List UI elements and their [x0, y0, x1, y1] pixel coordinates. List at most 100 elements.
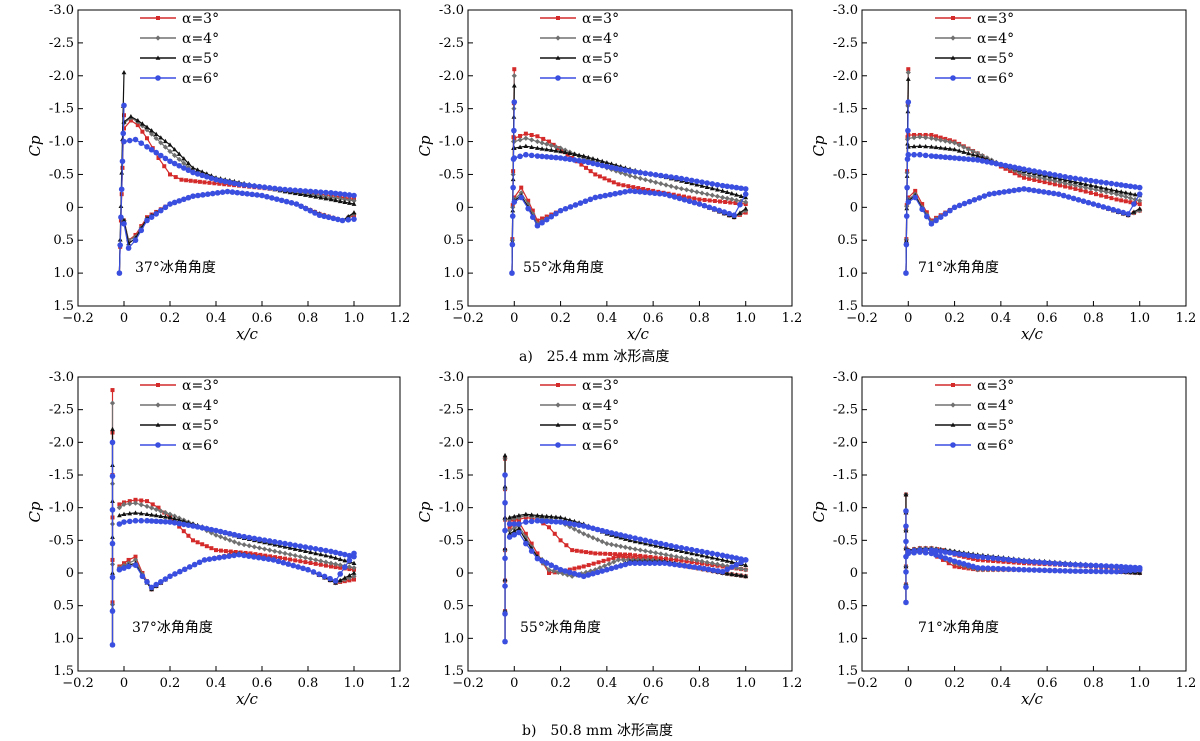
data-point	[671, 561, 678, 568]
data-point	[528, 518, 535, 525]
data-point	[557, 145, 564, 151]
data-point	[271, 185, 278, 192]
data-point	[641, 187, 646, 192]
data-point	[1016, 186, 1022, 193]
y-tick-label: -0.5	[833, 533, 858, 548]
data-point	[951, 204, 958, 211]
data-point	[951, 550, 958, 557]
data-point	[604, 566, 610, 573]
data-point	[1098, 179, 1104, 185]
data-point	[1093, 187, 1099, 193]
data-point	[1093, 562, 1099, 569]
legend-marker	[556, 383, 560, 387]
data-point	[246, 534, 253, 541]
data-point	[737, 201, 743, 208]
data-point	[1105, 205, 1112, 212]
data-point	[246, 543, 252, 549]
data-point	[1005, 566, 1012, 572]
data-point	[162, 518, 169, 525]
x-tick-label: 1.0	[344, 311, 365, 326]
data-point	[138, 502, 144, 508]
data-point	[689, 550, 695, 556]
data-point	[132, 237, 139, 244]
data-point	[928, 220, 935, 227]
ice-angle-annotation: 71°冰角角度	[918, 620, 999, 636]
data-point	[903, 213, 910, 219]
data-point	[173, 175, 178, 180]
data-point	[502, 638, 508, 645]
data-point	[984, 159, 990, 165]
data-point	[1057, 567, 1063, 574]
data-point	[523, 135, 529, 141]
data-point	[332, 190, 339, 197]
data-point	[181, 196, 187, 203]
x-tick-label: 1.0	[1129, 676, 1150, 691]
data-point	[710, 567, 717, 573]
data-point	[678, 175, 685, 182]
data-point	[196, 559, 203, 566]
data-point	[217, 177, 224, 184]
data-point	[1075, 197, 1082, 203]
data-point	[588, 169, 593, 174]
data-point	[562, 149, 568, 155]
data-point	[258, 552, 263, 557]
data-point	[540, 216, 545, 221]
data-point	[570, 548, 575, 553]
data-point	[302, 205, 309, 212]
data-point	[510, 184, 516, 191]
data-point	[116, 270, 123, 276]
data-point	[502, 527, 508, 534]
data-point	[191, 561, 198, 568]
data-point	[986, 558, 990, 563]
data-point	[668, 542, 674, 549]
data-point	[218, 548, 223, 553]
data-point	[236, 541, 242, 547]
data-point	[312, 210, 318, 216]
data-point	[346, 564, 352, 570]
data-point	[530, 214, 536, 220]
data-point	[517, 153, 523, 160]
data-point	[721, 209, 728, 215]
data-point	[282, 544, 288, 549]
data-point	[271, 539, 278, 545]
data-point	[648, 542, 653, 547]
data-point	[313, 557, 319, 563]
legend-marker	[951, 383, 955, 387]
data-point	[938, 145, 944, 150]
data-point	[1055, 191, 1062, 197]
data-point	[1026, 186, 1032, 193]
legend-label: α=3°	[182, 378, 219, 394]
x-tick-label: 0.8	[689, 311, 710, 326]
data-point	[1046, 567, 1053, 574]
data-point	[905, 127, 911, 134]
data-point	[592, 194, 599, 201]
data-point	[742, 186, 749, 192]
data-point	[121, 220, 127, 227]
data-point	[236, 532, 242, 539]
data-point	[303, 192, 308, 197]
data-point	[126, 557, 131, 562]
data-point	[255, 554, 262, 561]
data-point	[613, 564, 619, 570]
data-point	[116, 521, 123, 527]
data-point	[733, 197, 740, 203]
x-tick-label: 0	[120, 676, 128, 691]
y-tick-label: 1.5	[443, 299, 464, 314]
data-point	[256, 183, 263, 190]
data-point	[249, 191, 255, 198]
data-point	[145, 499, 149, 504]
data-point	[1005, 556, 1012, 563]
data-point	[576, 522, 582, 528]
data-point	[333, 561, 339, 567]
data-point	[184, 178, 189, 183]
data-point	[684, 549, 689, 555]
y-tick-label: -3.0	[439, 3, 464, 18]
data-point	[696, 564, 703, 571]
data-point	[1098, 188, 1104, 194]
data-point	[970, 553, 976, 559]
data-point	[590, 525, 596, 532]
data-point	[715, 568, 721, 574]
data-point	[724, 571, 730, 576]
data-point	[627, 545, 633, 551]
